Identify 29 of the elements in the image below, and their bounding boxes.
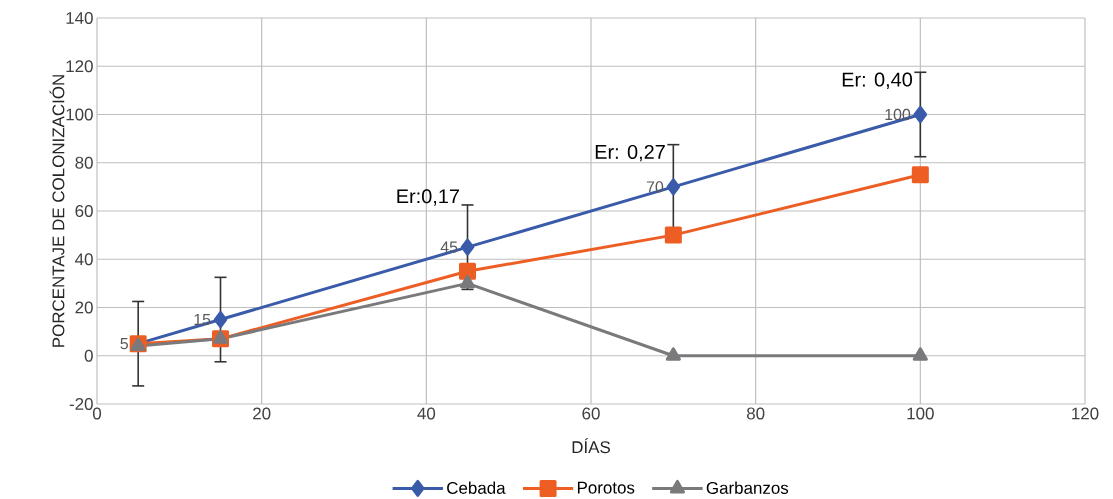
y-tick-label: 0 (84, 349, 93, 362)
y-tick-label: 120 (66, 60, 93, 73)
y-tick-label: 40 (75, 253, 93, 266)
annotation: Er: 0,27 (595, 144, 665, 162)
x-tick-label: 0 (92, 407, 102, 420)
y-tick-label: -20 (69, 397, 93, 410)
y-tick-label: 140 (66, 11, 93, 24)
x-tick-label: 40 (417, 407, 436, 420)
legend-label: Garbanzos (706, 481, 789, 494)
data-label: 15 (194, 313, 211, 325)
data-label: 45 (440, 241, 458, 253)
y-tick-label: 100 (66, 108, 93, 121)
x-tick-label: 20 (253, 407, 271, 420)
y-tick-label: 20 (75, 301, 93, 314)
data-label: 100 (885, 108, 911, 121)
x-tick-label: 120 (1072, 407, 1099, 420)
annotation: Er: 0,40 (842, 72, 913, 89)
x-tick-label: 80 (746, 407, 765, 420)
data-label: 5 (120, 337, 128, 350)
legend-label: Porotos (577, 481, 635, 494)
data-label: 70 (646, 181, 664, 193)
x-axis-title: DÍAS (572, 438, 610, 454)
y-tick-label: 60 (75, 204, 93, 217)
y-tick-label: 80 (75, 156, 93, 169)
annotation: Er:0,17 (397, 189, 459, 206)
y-axis-title: PORCENTAJE DE COLONIZACIÓN (49, 75, 65, 347)
legend-label: Cebada (447, 481, 506, 494)
x-tick-label: 60 (582, 407, 600, 420)
x-tick-label: 100 (907, 407, 934, 420)
